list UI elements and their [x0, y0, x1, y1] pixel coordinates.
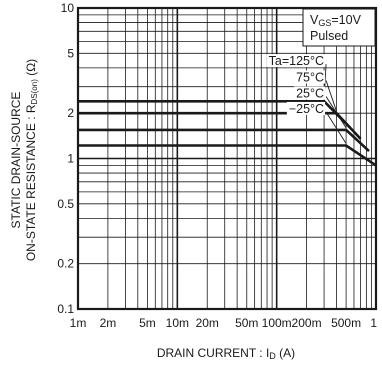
y-tick-label: 0.1 — [57, 302, 74, 316]
series-label: 75°C — [296, 70, 324, 84]
series-label-bg — [266, 54, 326, 68]
condition-box-frame — [302, 8, 376, 47]
x-tick-label: 10m — [166, 316, 189, 330]
y-tick-label: 0.2 — [57, 257, 74, 271]
x-tick-label: 50m — [235, 316, 258, 330]
condition-pulsed: Pulsed — [310, 29, 348, 43]
x-tick-label: 100m — [262, 316, 292, 330]
series-label: −25°C — [289, 102, 324, 116]
y-axis-label-line1: STATIC DRAIN-SOURCE — [9, 92, 23, 229]
series-layer: Ta=125°C 75°C 25°C−25°C — [78, 54, 377, 167]
series-label: 25°C — [296, 87, 324, 101]
series-leader — [325, 96, 347, 129]
y-tick-label: 2 — [67, 106, 74, 120]
series-leader — [325, 111, 347, 144]
plot-frame — [76, 6, 378, 311]
x-tick-labels: 1m 2m 5m 10m 20m 50m 100m 200m 500m 1 — [70, 316, 378, 330]
x-tick-label: 5m — [139, 316, 156, 330]
series-leader — [325, 80, 337, 112]
x-tick-label: 200m — [292, 316, 322, 330]
y-axis-label-line2: ON-STATE RESISTANCE : RDS(on) (Ω) — [24, 59, 39, 261]
y-tick-labels: 0.1 0.2 0.5 1 2 5 10 — [57, 1, 74, 316]
x-tick-label: 20m — [196, 316, 219, 330]
x-axis-label: DRAIN CURRENT : ID (A) — [157, 346, 295, 361]
series-label-bg — [294, 70, 326, 84]
series-label-bg — [294, 86, 326, 100]
y-tick-label: 5 — [67, 46, 74, 60]
series-label: Ta=125°C — [269, 54, 324, 68]
x-tick-label: 1m — [70, 316, 87, 330]
y-tick-label: 1 — [67, 152, 74, 166]
series-line — [78, 111, 362, 140]
x-tick-label: 2m — [100, 316, 117, 330]
y-tick-label: 0.5 — [57, 197, 74, 211]
condition-box: VGS=10V Pulsed — [302, 8, 376, 47]
y-axis-label: STATIC DRAIN-SOURCE ON-STATE RESISTANCE … — [9, 59, 39, 261]
x-tick-label: 1 — [370, 316, 377, 330]
condition-vgs: VGS=10V — [310, 13, 362, 28]
x-tick-label: 500m — [331, 316, 361, 330]
series-line — [78, 144, 377, 167]
series-label-bg — [286, 101, 326, 115]
series-line — [78, 128, 370, 153]
y-tick-label: 10 — [61, 1, 75, 15]
